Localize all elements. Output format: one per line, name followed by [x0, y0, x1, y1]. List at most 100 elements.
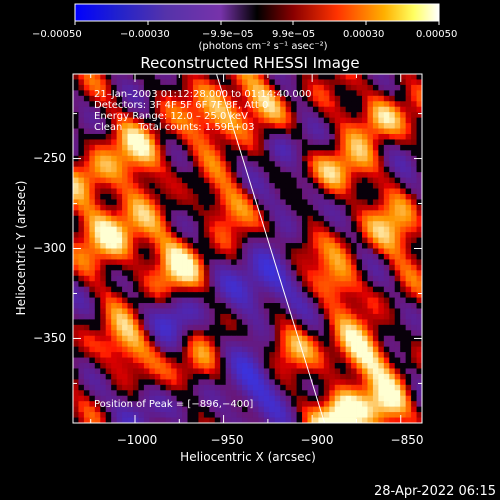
heatmap-cell: [132, 346, 139, 353]
heatmap-cell: [73, 264, 79, 271]
heatmap-cell: [323, 74, 330, 80]
heatmap-cell: [302, 144, 308, 151]
heatmap-cell: [302, 390, 308, 397]
heatmap-cell: [394, 232, 401, 238]
heatmap-cell: [220, 373, 227, 380]
heatmap-cell: [214, 150, 221, 157]
heatmap-cell: [329, 352, 336, 358]
heatmap-cell: [225, 275, 232, 282]
heatmap-cell: [247, 79, 254, 86]
heatmap-cell: [411, 172, 417, 179]
heatmap-cell: [89, 161, 96, 168]
heatmap-cell: [312, 128, 319, 135]
heatmap-cell: [389, 270, 396, 277]
heatmap-cell: [383, 341, 390, 348]
heatmap-cell: [143, 188, 150, 195]
heatmap-cell: [116, 308, 123, 315]
heatmap-cell: [258, 237, 265, 244]
heatmap-cell: [383, 112, 390, 119]
heatmap-cell: [285, 177, 292, 184]
heatmap-cell: [394, 79, 401, 86]
heatmap-cell: [73, 188, 79, 195]
heatmap-cell: [411, 384, 417, 391]
heatmap-cell: [285, 253, 292, 260]
heatmap-cell: [214, 248, 221, 255]
heatmap-cell: [389, 363, 396, 369]
heatmap-cell: [247, 384, 254, 391]
heatmap-cell: [291, 406, 297, 413]
heatmap-cell: [176, 215, 183, 222]
heatmap-cell: [372, 417, 379, 423]
heatmap-cell: [100, 324, 107, 331]
heatmap-cell: [411, 193, 417, 200]
heatmap-cell: [296, 368, 303, 375]
heatmap-cell: [236, 204, 243, 211]
heatmap-cell: [132, 166, 139, 173]
heatmap-cell: [329, 243, 336, 249]
heatmap-cell: [138, 210, 145, 217]
heatmap-cell: [318, 232, 325, 238]
heatmap-cell: [231, 226, 237, 233]
heatmap-cell: [258, 319, 265, 326]
heatmap-cell: [154, 161, 161, 168]
heatmap-cell: [356, 215, 363, 222]
heatmap-cell: [192, 384, 199, 391]
heatmap-cell: [176, 281, 183, 288]
heatmap-cell: [192, 297, 199, 304]
heatmap-cell: [362, 237, 368, 244]
heatmap-cell: [220, 204, 227, 211]
heatmap-cell: [138, 74, 145, 80]
heatmap-cell: [367, 395, 374, 402]
heatmap-cell: [378, 313, 385, 320]
heatmap-cell: [209, 363, 216, 369]
heatmap-cell: [94, 74, 101, 80]
heatmap-cell: [94, 133, 101, 140]
heatmap-cell: [122, 123, 128, 129]
heatmap-cell: [122, 308, 128, 315]
heatmap-cell: [312, 363, 319, 369]
heatmap-cell: [209, 117, 216, 124]
heatmap-cell: [334, 226, 341, 233]
heatmap-cell: [89, 406, 96, 413]
heatmap-cell: [149, 395, 156, 402]
heatmap-cell: [416, 341, 422, 348]
heatmap-cell: [285, 90, 292, 97]
heatmap-cell: [160, 324, 167, 331]
heatmap-cell: [345, 221, 352, 228]
heatmap-cell: [100, 155, 107, 162]
heatmap-cell: [116, 357, 123, 364]
heatmap-cell: [231, 106, 237, 113]
heatmap-cell: [274, 308, 281, 315]
heatmap-cell: [105, 390, 112, 397]
heatmap-cell: [89, 373, 96, 380]
heatmap-cell: [214, 243, 221, 249]
heatmap-cell: [187, 101, 194, 108]
heatmap-cell: [242, 341, 248, 348]
heatmap-cell: [182, 133, 188, 140]
heatmap-cell: [263, 248, 270, 255]
heatmap-cell: [160, 264, 167, 271]
heatmap-cell: [274, 303, 281, 309]
heatmap-cell: [263, 95, 270, 102]
heatmap-cell: [416, 395, 422, 402]
heatmap-cell: [132, 264, 139, 271]
heatmap-cell: [378, 79, 385, 86]
heatmap-cell: [154, 133, 161, 140]
heatmap-cell: [127, 275, 134, 282]
heatmap-cell: [122, 128, 128, 135]
heatmap-cell: [400, 172, 407, 179]
heatmap-cell: [187, 352, 194, 358]
heatmap-cell: [83, 253, 90, 260]
heatmap-cell: [100, 292, 107, 298]
heatmap-cell: [318, 90, 325, 97]
heatmap-cell: [362, 281, 368, 288]
heatmap-cell: [94, 368, 101, 375]
heatmap-cell: [242, 133, 248, 140]
heatmap-cell: [351, 259, 357, 266]
heatmap-cell: [94, 155, 101, 162]
heatmap-cell: [111, 199, 118, 206]
heatmap-cell: [362, 412, 368, 418]
heatmap-cell: [176, 166, 183, 173]
heatmap-cell: [220, 193, 227, 200]
heatmap-cell: [116, 303, 123, 309]
